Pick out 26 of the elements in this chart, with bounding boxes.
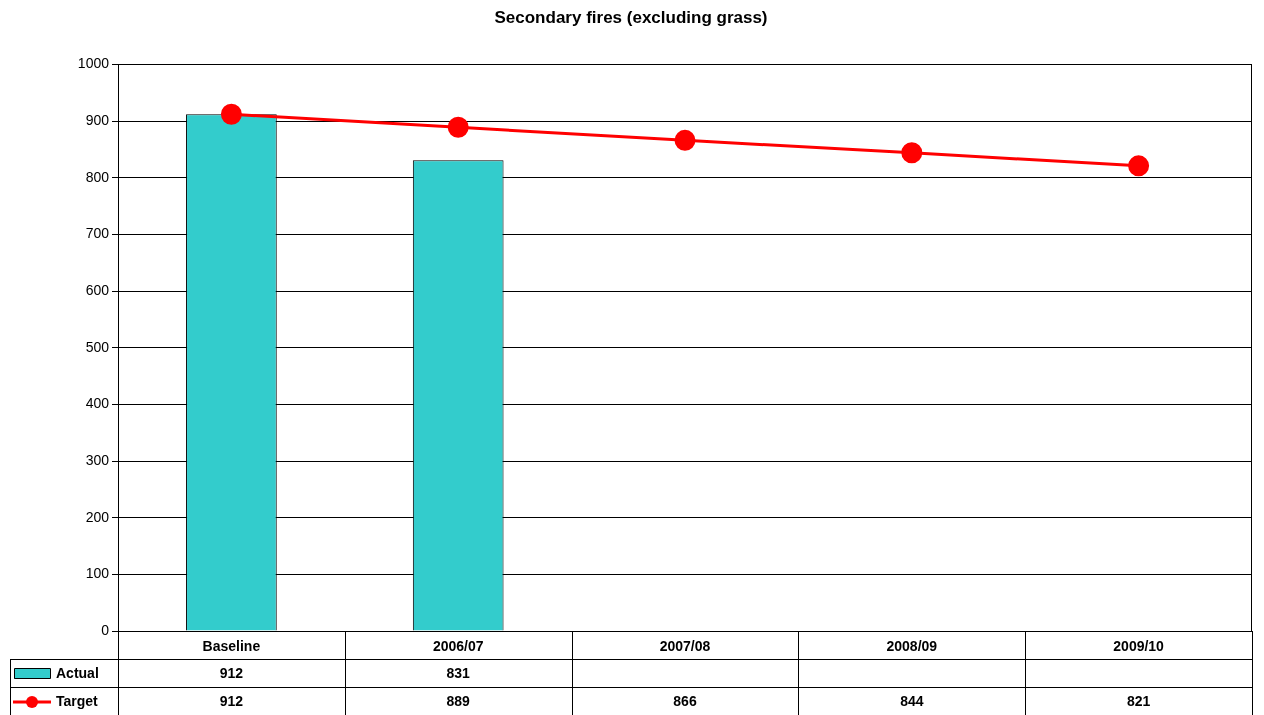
data-label: 844 <box>900 692 924 709</box>
y-tick-label: 0 <box>101 621 110 638</box>
x-tick-label: 2006/07 <box>432 638 484 655</box>
y-tick-label: 700 <box>85 225 110 242</box>
y-tick-label: 1000 <box>77 55 110 72</box>
data-label: 866 <box>673 692 697 709</box>
data-label: 821 <box>1126 692 1151 709</box>
legend-label: Actual <box>56 664 99 681</box>
y-tick-label: 100 <box>85 565 110 582</box>
y-tick-label: 600 <box>85 281 110 298</box>
x-tick-label: 2008/09 <box>886 638 938 655</box>
y-tick-label: 900 <box>85 111 110 128</box>
y-tick-label: 500 <box>85 338 110 355</box>
data-label: 889 <box>446 692 471 709</box>
legend-label: Target <box>56 692 99 709</box>
chart-title: Secondary fires (excluding grass) <box>494 7 768 27</box>
y-tick-label: 300 <box>85 451 110 468</box>
x-tick-label: 2009/10 <box>1113 638 1165 655</box>
data-label: 831 <box>446 664 471 681</box>
x-tick-label: 2007/08 <box>659 638 711 655</box>
data-label: 912 <box>219 692 244 709</box>
y-tick-label: 800 <box>85 168 110 185</box>
y-tick-label: 400 <box>85 395 110 412</box>
data-label: 912 <box>219 664 244 681</box>
x-tick-label: Baseline <box>202 638 261 655</box>
y-tick-label: 200 <box>85 508 110 525</box>
